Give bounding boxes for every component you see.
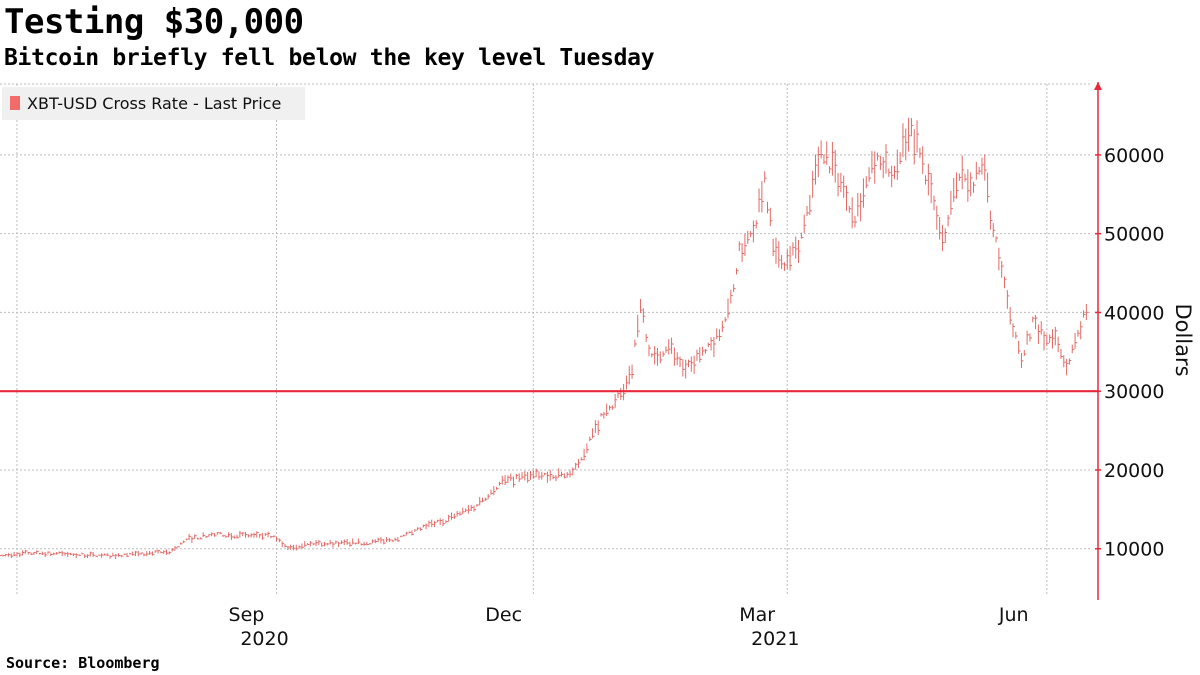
x-year-label: 2021 (751, 628, 799, 650)
x-year-label: 2020 (240, 628, 288, 650)
y-gridlines (0, 83, 1092, 550)
x-tick-labels: JunSepDecMarJun (229, 604, 1029, 626)
x-year-labels: 2020 2021 (240, 628, 799, 650)
legend-swatch (10, 96, 20, 110)
y-tick-label: 50000 (1104, 224, 1164, 246)
chart-subtitle: Bitcoin briefly fell below the key level… (4, 45, 655, 71)
legend-entry-label: XBT-USD Cross Rate - Last Price (27, 94, 281, 113)
source-note: Source: Bloomberg (6, 654, 160, 672)
y-axis-arrow-icon (1094, 82, 1102, 90)
y-tick-label: 30000 (1104, 381, 1164, 403)
x-gridlines (16, 84, 1048, 596)
legend: XBT-USD Cross Rate - Last Price (2, 87, 305, 120)
y-axis-label: Dollars (1171, 303, 1195, 376)
y-tick-label: 20000 (1104, 460, 1164, 482)
legend-background (2, 87, 305, 120)
y-tick-labels: 10000 20000 30000 40000 50000 60000 (1095, 145, 1164, 561)
x-tick-label: Sep (229, 604, 265, 626)
y-tick-label: 10000 (1104, 539, 1164, 561)
x-tick-label: Jun (998, 604, 1029, 626)
y-tick-label: 40000 (1104, 302, 1164, 324)
price-series (0, 117, 1089, 560)
y-axis (1094, 82, 1102, 600)
x-tick-label: Dec (485, 604, 522, 626)
chart-title: Testing $30,000 (4, 2, 304, 42)
x-tick-label: Mar (739, 604, 775, 626)
y-tick-label: 60000 (1104, 145, 1164, 167)
